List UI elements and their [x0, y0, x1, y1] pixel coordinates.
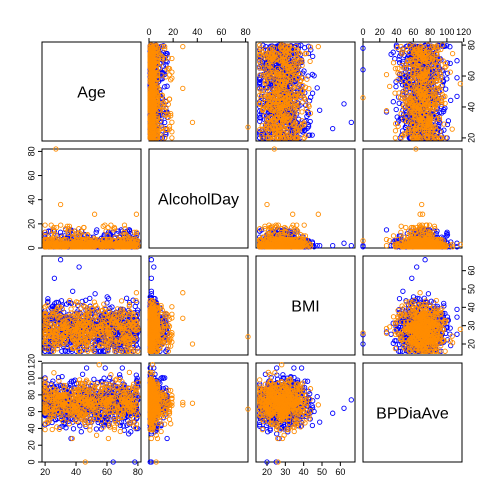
data-point [383, 71, 390, 78]
points-layer [42, 42, 463, 465]
data-point [448, 97, 454, 104]
data-point [444, 70, 451, 76]
data-point [341, 101, 347, 107]
data-point [447, 60, 453, 67]
data-point [164, 67, 170, 73]
data-point [166, 126, 173, 132]
panel-Age-vs-BPDiaAve [362, 41, 463, 142]
data-point [307, 58, 313, 65]
data-point [163, 129, 169, 136]
data-point [158, 96, 164, 103]
data-point [309, 90, 316, 96]
data-point [108, 222, 114, 228]
data-point [162, 84, 168, 90]
data-point [392, 128, 399, 134]
points-Age-vs-BMI [257, 42, 354, 141]
data-point [158, 92, 164, 99]
data-point [317, 107, 323, 113]
panel-AlcoholDay-vs-AlcoholDay [148, 148, 249, 249]
data-point [169, 55, 175, 62]
data-point [392, 135, 399, 141]
data-point [169, 135, 175, 141]
data-point [42, 222, 48, 228]
data-point [180, 43, 186, 50]
data-point [393, 106, 399, 113]
data-point [164, 83, 170, 89]
data-point [390, 99, 396, 105]
points-Age-vs-BPDiaAve [360, 42, 463, 141]
data-point [154, 82, 161, 89]
data-point [449, 50, 456, 57]
data-point [180, 85, 186, 92]
data-point [314, 85, 320, 91]
data-point [162, 119, 168, 126]
panel-BPDiaAve-vs-Age [41, 362, 142, 463]
data-point [443, 86, 449, 92]
data-point [390, 60, 397, 66]
data-point [162, 43, 168, 50]
data-point [454, 93, 460, 100]
data-point [454, 75, 460, 81]
data-point [158, 60, 164, 66]
data-point [330, 125, 336, 132]
data-point [48, 222, 54, 228]
data-point [189, 119, 196, 126]
panel-BMI-vs-BPDiaAve [362, 255, 463, 356]
data-point [169, 119, 175, 125]
data-point [348, 119, 354, 126]
panel-BMI-vs-BMI [255, 255, 356, 356]
data-point [454, 58, 460, 64]
data-point [310, 53, 316, 60]
panel-Age-vs-Age [41, 41, 142, 142]
data-point [315, 43, 321, 50]
data-point [169, 69, 175, 75]
data-point [169, 129, 175, 135]
data-point [449, 126, 455, 132]
data-point [165, 55, 171, 61]
data-point [158, 72, 164, 78]
panel-BPDiaAve-vs-BPDiaAve [362, 362, 463, 463]
data-point [163, 62, 169, 68]
panel-BPDiaAve-vs-BMI [255, 362, 356, 463]
data-point [393, 83, 399, 90]
data-point [163, 131, 169, 138]
points-AlcoholDay-vs-Age [42, 146, 141, 250]
data-point [163, 50, 169, 57]
data-point [447, 69, 453, 75]
data-point [164, 127, 170, 133]
panel-BMI-vs-Age [41, 255, 142, 356]
data-point [387, 83, 393, 90]
data-point [169, 75, 175, 81]
points-Age-vs-AlcoholDay [147, 42, 251, 141]
panel-Age-vs-BMI [255, 41, 356, 142]
